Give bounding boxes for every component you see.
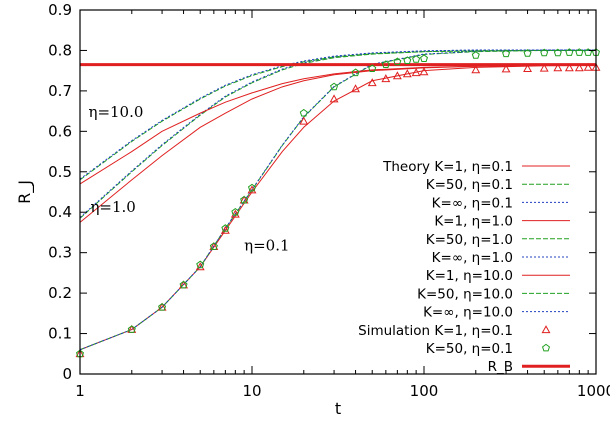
data-point-10-16 xyxy=(403,56,412,64)
axis-labels: t R_J xyxy=(15,180,341,418)
data-point-10-1 xyxy=(127,325,136,333)
x-axis-label: t xyxy=(335,399,341,418)
data-point-9-23 xyxy=(553,63,563,72)
legend: Theory K=1, η=0.1 K=50, η=0.1 K=∞, η=0.1 K=… xyxy=(358,159,570,375)
y-tick-label: 0.6 xyxy=(48,122,72,140)
annotation-1: η=1.0 xyxy=(90,198,135,216)
data-point-10-24 xyxy=(565,48,574,56)
annotations: η=10.0 η=1.0 η=0.1 xyxy=(88,103,289,254)
data-point-10-21 xyxy=(523,49,532,57)
series-layer xyxy=(79,49,597,351)
y-tick-label: 0.2 xyxy=(48,284,72,302)
data-point-10-12 xyxy=(351,68,360,77)
y-tick-label: 0.1 xyxy=(48,325,72,343)
data-point-9-11 xyxy=(329,94,339,103)
legend-label-5: K=∞, η=1.0 xyxy=(432,250,513,266)
data-point-9-13 xyxy=(367,78,377,87)
x-tick-label: 100 xyxy=(410,382,439,400)
data-point-10-5 xyxy=(209,242,218,251)
data-point-10-8 xyxy=(240,195,249,204)
series-line-1 xyxy=(79,49,596,351)
data-point-10-14 xyxy=(381,60,390,69)
data-point-9-17 xyxy=(411,68,421,77)
marker-layer xyxy=(75,48,601,358)
plot-frame xyxy=(79,9,597,375)
x-tick-label: 1000 xyxy=(577,382,610,400)
data-point-10-13 xyxy=(368,64,377,73)
data-point-9-10 xyxy=(299,116,309,125)
legend-label-8: K=∞, η=10.0 xyxy=(423,305,513,321)
legend-label-10: K=50, η=0.1 xyxy=(426,341,513,357)
data-point-10-17 xyxy=(412,55,421,63)
data-point-9-21 xyxy=(523,64,533,73)
legend-label-4: K=50, η=1.0 xyxy=(426,232,513,248)
data-point-10-20 xyxy=(502,49,511,58)
data-point-10-3 xyxy=(179,280,188,289)
legend-swatch-9 xyxy=(541,325,551,334)
x-tick-label: 1 xyxy=(75,382,85,400)
data-point-9-25 xyxy=(574,63,584,72)
data-point-10-9 xyxy=(247,183,257,192)
legend-label-7: K=50, η=10.0 xyxy=(417,286,513,302)
x-tick-label: 10 xyxy=(242,382,261,400)
legend-label-2: K=∞, η=0.1 xyxy=(432,195,513,211)
y-tick-label: 0.4 xyxy=(48,203,72,221)
data-point-9-26 xyxy=(583,62,593,71)
series-line-2 xyxy=(79,49,596,351)
y-tick-label: 0.9 xyxy=(48,1,72,19)
data-point-10-2 xyxy=(158,303,167,311)
data-point-9-6 xyxy=(220,225,230,234)
data-point-10-23 xyxy=(553,48,562,57)
data-point-10-6 xyxy=(221,224,230,232)
legend-label-0: Theory K=1, η=0.1 xyxy=(382,159,513,175)
data-point-10-15 xyxy=(393,57,402,66)
data-point-10-19 xyxy=(471,51,480,59)
axis-ticks: 0 0.1 0.2 0.3 0.4 0.5 0.6 0.7 0.8 0.9 1 10 100 1000 xyxy=(48,1,610,400)
annotation-0: η=10.0 xyxy=(88,103,143,121)
series-line-6 xyxy=(79,64,596,185)
data-point-9-7 xyxy=(230,209,240,218)
data-point-9-12 xyxy=(351,84,361,93)
data-point-9-14 xyxy=(381,74,391,83)
data-point-10-7 xyxy=(231,208,240,216)
data-point-10-25 xyxy=(575,48,584,56)
data-point-9-18 xyxy=(419,67,429,76)
data-point-9-16 xyxy=(402,69,412,78)
data-point-9-19 xyxy=(471,65,481,74)
legend-label-11: R_B xyxy=(488,359,513,375)
annotation-2: η=0.1 xyxy=(244,237,289,255)
y-axis-label: R_J xyxy=(15,180,35,204)
legend-label-1: K=50, η=0.1 xyxy=(426,177,513,193)
y-tick-label: 0.7 xyxy=(48,82,72,100)
data-point-9-20 xyxy=(501,64,511,73)
data-point-10-4 xyxy=(196,260,205,269)
y-tick-label: 0.3 xyxy=(48,244,72,262)
data-point-9-22 xyxy=(539,63,549,72)
data-point-9-24 xyxy=(564,63,574,72)
series-line-5 xyxy=(79,49,596,218)
y-tick-label: 0.8 xyxy=(48,41,72,59)
data-point-9-15 xyxy=(392,71,402,80)
legend-swatch-10 xyxy=(541,343,551,352)
legend-label-9: Simulation K=1, η=0.1 xyxy=(358,323,513,339)
y-tick-label: 0.5 xyxy=(48,163,72,181)
data-point-10-22 xyxy=(540,48,549,57)
series-line-7 xyxy=(79,49,596,181)
series-line-4 xyxy=(79,49,596,219)
series-line-3 xyxy=(79,64,596,223)
legend-label-6: K=1, η=10.0 xyxy=(426,268,513,284)
y-tick-label: 0 xyxy=(62,365,72,383)
data-point-10-18 xyxy=(419,54,429,62)
series-line-0 xyxy=(79,64,597,351)
data-point-9-9 xyxy=(247,185,257,194)
data-point-9-4 xyxy=(195,262,205,271)
data-point-10-11 xyxy=(330,82,339,91)
data-point-10-10 xyxy=(299,108,308,117)
legend-label-3: K=1, η=1.0 xyxy=(434,214,513,230)
